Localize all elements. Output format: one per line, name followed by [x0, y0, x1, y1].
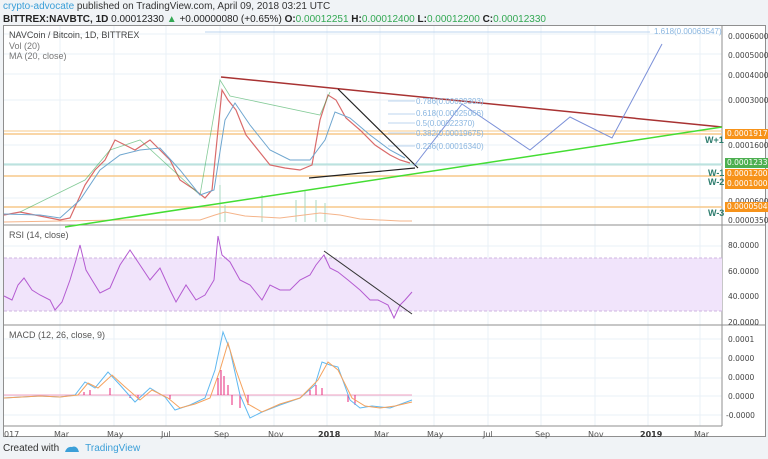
open-value: 0.00012251	[295, 14, 349, 25]
time-tick: Mar	[694, 430, 710, 439]
up-arrow-icon: ▲	[166, 14, 177, 25]
fib-label-1618: 1.618(0.00063547)	[654, 27, 722, 36]
wave-label-w-minus-2: W-2	[708, 177, 725, 187]
close-value: 0.00012330	[493, 14, 546, 25]
level-tag-w-minus-3: 0.00005047	[725, 202, 768, 212]
last-price: 0.00012330	[111, 14, 164, 25]
fib-label-0618: 0.618(0.00025066)	[416, 109, 484, 118]
time-tick: Nov	[588, 430, 604, 439]
time-tick: Sep	[214, 430, 230, 439]
current-price-tag: 0.00012330	[725, 158, 768, 168]
high-value: 0.00012400	[361, 14, 415, 25]
time-tick: Nov	[268, 430, 284, 439]
symbol-label: BITTREX:NAVBTC, 1D	[3, 14, 109, 25]
fib-label-05: 0.5(0.00022370)	[416, 119, 475, 128]
fib-label-0786: 0.786(0.00029303)	[416, 97, 484, 106]
macd-tick: 0.0001	[728, 335, 755, 344]
rsi-tick: 60.0000	[728, 267, 760, 276]
rsi-pane-title[interactable]: RSI (14, close)	[9, 230, 69, 240]
level-tag-w-minus-2: 0.00010009	[725, 179, 768, 189]
wave-label-w-minus-3: W-3	[708, 208, 725, 218]
publish-info: crypto-advocate published on TradingView…	[3, 1, 330, 13]
indicator-volume[interactable]: Vol (20)	[9, 41, 41, 51]
low-value: 0.00012200	[426, 14, 480, 25]
time-tick: May	[107, 430, 124, 439]
time-tick: Sep	[535, 430, 551, 439]
wave-label-w-minus-1: W-1	[708, 168, 725, 178]
level-tag-w-minus-1: 0.00012001	[725, 169, 768, 179]
rsi-tick: 80.0000	[728, 241, 760, 250]
time-tick: 2019	[640, 430, 663, 439]
level-tag-w-plus-1: 0.00019179	[725, 129, 768, 139]
indicator-ma[interactable]: MA (20, close)	[9, 51, 67, 61]
time-tick: May	[427, 430, 444, 439]
time-tick: 2018	[318, 430, 341, 439]
published-text: published on TradingView.com, April 09, …	[74, 1, 331, 12]
time-tick: Mar	[54, 430, 70, 439]
rsi-tick: 20.0000	[728, 318, 760, 327]
rsi-tick: 40.0000	[728, 292, 760, 301]
macd-tick: 0.0000	[728, 354, 755, 363]
macd-pane-title[interactable]: MACD (12, 26, close, 9)	[9, 330, 106, 340]
macd-tick: 0.0000	[728, 392, 755, 401]
wave-label-w-plus-1: W+1	[705, 135, 724, 145]
author-link[interactable]: crypto-advocate	[3, 1, 75, 12]
footer: Created with TradingView	[3, 443, 140, 454]
macd-tick: -0.0000	[726, 411, 755, 420]
fib-label-0236: 0.236(0.00016340)	[416, 142, 484, 151]
tradingview-link[interactable]: TradingView	[85, 443, 141, 454]
tradingview-logo-icon	[65, 446, 80, 452]
created-with-label: Created with	[3, 443, 60, 454]
fib-label-0382: 0.382(0.00019675)	[416, 129, 484, 138]
time-tick: Mar	[374, 430, 390, 439]
time-tick: 017	[4, 430, 20, 439]
time-tick: Jul	[483, 430, 493, 439]
price-tick: 0.00006000	[728, 197, 768, 206]
price-change: +0.00000080 (+0.65%)	[179, 14, 282, 25]
time-tick: Jul	[161, 430, 171, 439]
main-pane-title: NAVCoin / Bitcoin, 1D, BITTREX	[9, 30, 140, 40]
macd-tick: 0.0000	[728, 373, 755, 382]
symbol-info: BITTREX:NAVBTC, 1D 0.00012330 ▲ +0.00000…	[3, 14, 546, 25]
